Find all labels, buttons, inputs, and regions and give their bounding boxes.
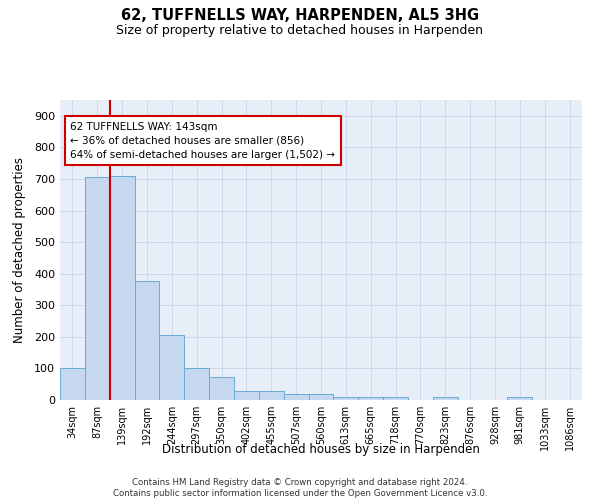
Bar xyxy=(308,394,334,400)
Bar xyxy=(110,176,134,400)
Bar xyxy=(160,334,184,400)
Text: Contains HM Land Registry data © Crown copyright and database right 2024.
Contai: Contains HM Land Registry data © Crown c… xyxy=(113,478,487,498)
Bar xyxy=(85,176,110,400)
Bar xyxy=(433,397,458,400)
Bar xyxy=(383,397,408,400)
Text: 62 TUFFNELLS WAY: 143sqm
← 36% of detached houses are smaller (856)
64% of semi-: 62 TUFFNELLS WAY: 143sqm ← 36% of detach… xyxy=(70,122,335,160)
Bar xyxy=(508,397,532,400)
Text: Distribution of detached houses by size in Harpenden: Distribution of detached houses by size … xyxy=(162,442,480,456)
Y-axis label: Number of detached properties: Number of detached properties xyxy=(13,157,26,343)
Text: Size of property relative to detached houses in Harpenden: Size of property relative to detached ho… xyxy=(116,24,484,37)
Text: 62, TUFFNELLS WAY, HARPENDEN, AL5 3HG: 62, TUFFNELLS WAY, HARPENDEN, AL5 3HG xyxy=(121,8,479,22)
Bar xyxy=(209,378,234,400)
Bar xyxy=(358,397,383,400)
Bar xyxy=(60,368,85,400)
Bar xyxy=(234,390,259,400)
Bar xyxy=(184,368,209,400)
Bar xyxy=(334,397,358,400)
Bar xyxy=(259,390,284,400)
Bar xyxy=(284,394,308,400)
Bar xyxy=(134,280,160,400)
